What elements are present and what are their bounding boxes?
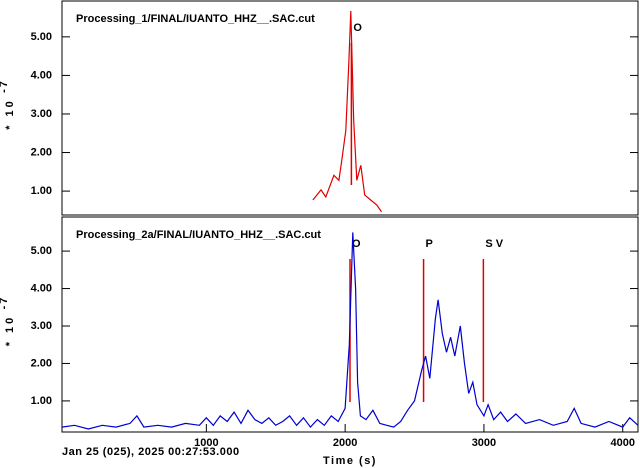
pick-label: O bbox=[353, 22, 365, 34]
y-tick-label: 3.00 bbox=[31, 320, 52, 332]
y-axis-label: * 10 bbox=[4, 98, 16, 130]
x-tick-label: 2000 bbox=[333, 437, 357, 449]
pick-label: SV bbox=[485, 238, 506, 250]
x-axis-label: Time (s) bbox=[323, 455, 377, 467]
x-tick-label: 3000 bbox=[472, 437, 496, 449]
panel-title: Processing_1/FINAL/IUANTO_HHZ__.SAC.cut bbox=[76, 13, 315, 25]
y-tick-label: 4.00 bbox=[31, 282, 52, 294]
y-axis-exponent: -7 bbox=[0, 296, 10, 310]
panel-frame bbox=[61, 216, 639, 433]
y-tick-label: 1.00 bbox=[31, 395, 52, 407]
panel-title: Processing_2a/FINAL/IUANTO_HHZ__.SAC.cut bbox=[76, 229, 321, 241]
trace bbox=[61, 232, 639, 430]
panel-frame bbox=[61, 0, 639, 216]
y-axis-exponent: -7 bbox=[0, 79, 10, 93]
y-tick-label: 1.00 bbox=[31, 185, 52, 197]
y-tick-label: 5.00 bbox=[31, 245, 52, 257]
y-tick-label: 5.00 bbox=[31, 31, 52, 43]
y-tick-label: 4.00 bbox=[31, 69, 52, 81]
y-tick-label: 2.00 bbox=[31, 357, 52, 369]
y-axis-label: * 10 bbox=[4, 315, 16, 347]
x-tick-label: 1000 bbox=[194, 437, 218, 449]
x-tick-label: 4000 bbox=[610, 437, 634, 449]
pick-label: O bbox=[352, 238, 364, 250]
y-tick-label: 3.00 bbox=[31, 108, 52, 120]
trace bbox=[312, 10, 383, 213]
date-label: Jan 25 (025), 2025 00:27:53.000 bbox=[62, 446, 240, 458]
pick-label: P bbox=[426, 238, 436, 250]
y-tick-label: 2.00 bbox=[31, 146, 52, 158]
